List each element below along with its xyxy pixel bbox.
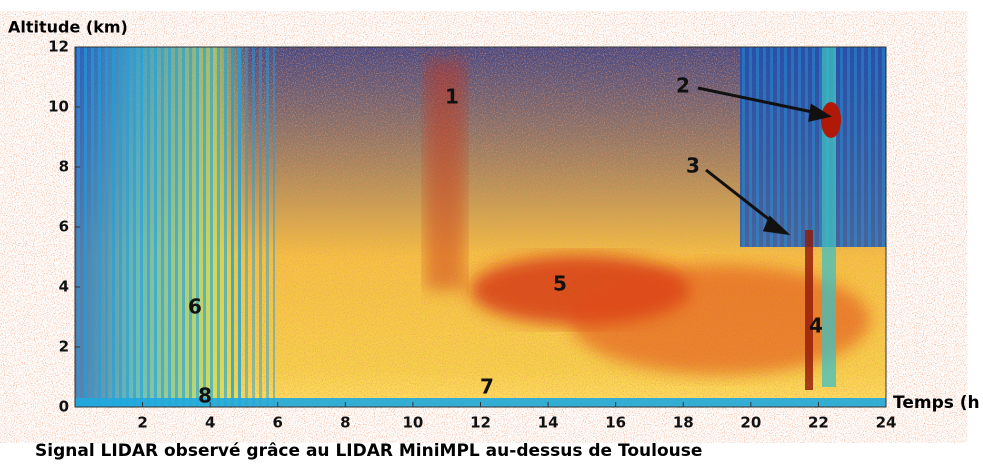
annotation: 1 — [445, 85, 459, 109]
x-tick-label: 22 — [808, 414, 829, 432]
x-tick-label: 16 — [605, 414, 626, 432]
y-axis-label: Altitude (km) — [8, 18, 128, 37]
x-tick-label: 18 — [673, 414, 694, 432]
y-tick-label: 2 — [59, 338, 69, 356]
x-tick-label: 4 — [205, 414, 215, 432]
x-tick-label: 20 — [740, 414, 761, 432]
x-axis-label: Temps (h — [893, 393, 980, 413]
y-tick-label: 6 — [59, 218, 69, 236]
caption: Signal LIDAR observé grâce au LIDAR Mini… — [35, 441, 702, 461]
x-tick-label: 10 — [402, 414, 423, 432]
annotation: 6 — [188, 295, 202, 319]
y-tick-label: 4 — [59, 278, 69, 296]
annotation: 3 — [686, 154, 700, 178]
annotation: 8 — [198, 384, 212, 408]
annotation: 5 — [553, 272, 567, 296]
x-tick-label: 14 — [538, 414, 559, 432]
x-tick-label: 24 — [876, 414, 897, 432]
annotation: 2 — [676, 74, 690, 98]
annotation: 4 — [809, 314, 823, 338]
y-tick-label: 0 — [59, 398, 69, 416]
annotation: 7 — [480, 375, 494, 399]
x-tick-label: 6 — [273, 414, 283, 432]
y-tick-label: 10 — [48, 98, 69, 116]
x-tick-label: 2 — [137, 414, 147, 432]
chart: Altitude (km) Temps (h Signal LIDAR obse… — [0, 0, 983, 464]
y-tick-label: 12 — [48, 38, 69, 56]
y-tick-label: 8 — [59, 158, 69, 176]
x-tick-label: 12 — [470, 414, 491, 432]
page: {"chart_data": {"type": "heatmap", "y_la… — [0, 0, 983, 464]
x-tick-label: 8 — [340, 414, 350, 432]
